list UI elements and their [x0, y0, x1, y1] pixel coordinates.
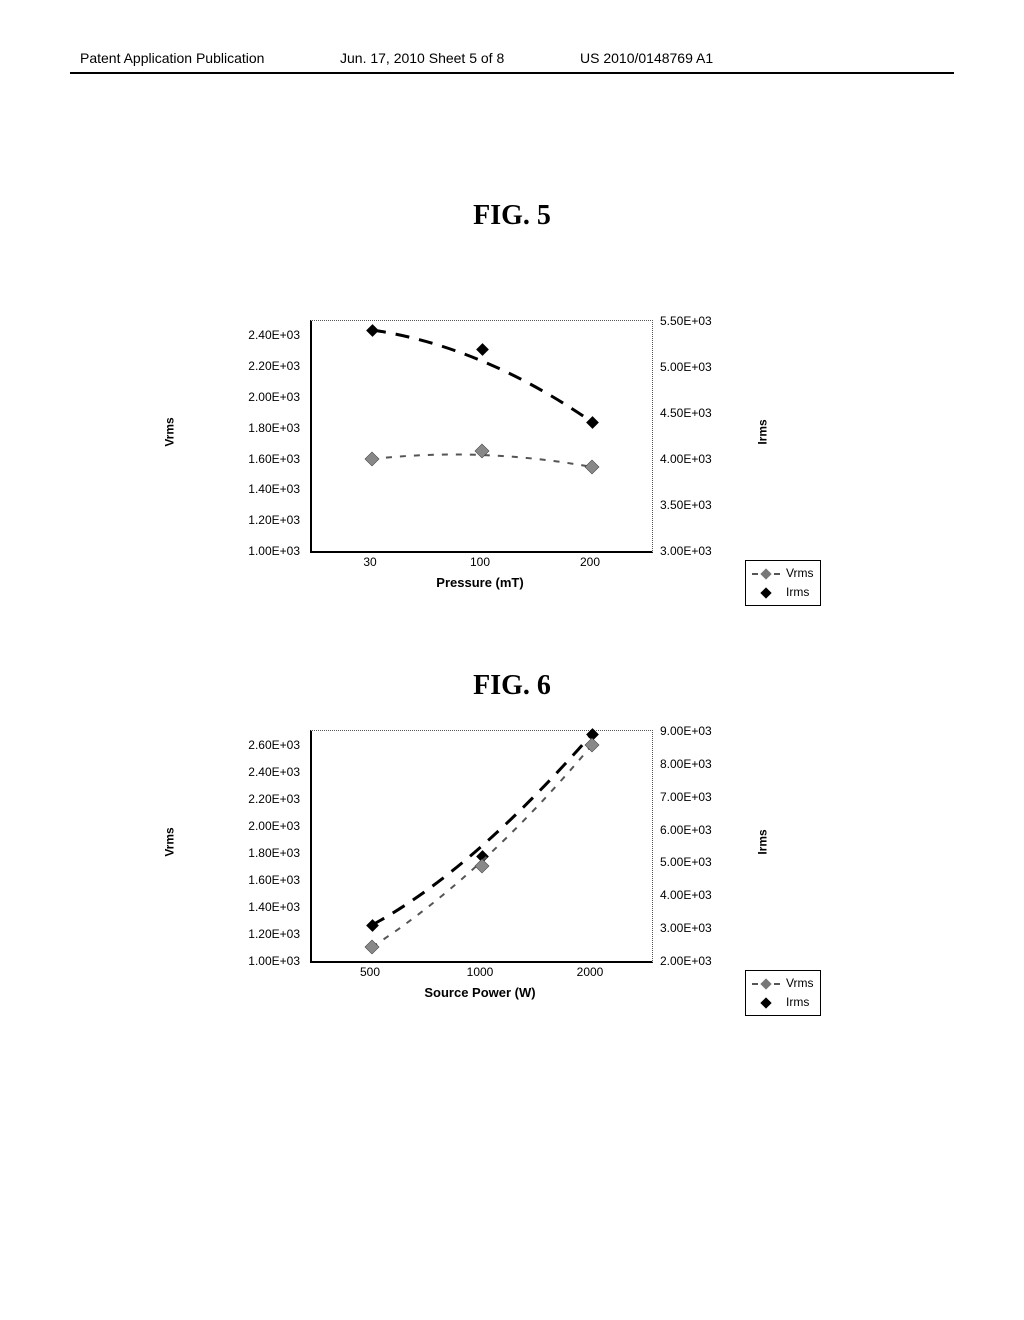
fig5-ltick: 2.20E+03 — [190, 359, 300, 373]
fig6-rtick: 9.00E+03 — [660, 724, 760, 738]
fig6-ltick: 1.60E+03 — [190, 873, 300, 887]
fig5-svg — [312, 321, 652, 551]
fig5-rtick: 5.50E+03 — [660, 314, 760, 328]
fig6-rtick: 2.00E+03 — [660, 954, 760, 968]
fig6-ltick: 2.00E+03 — [190, 819, 300, 833]
fig6-ltick: 1.40E+03 — [190, 900, 300, 914]
legend-vrms-icon — [752, 569, 780, 579]
fig5-ltick: 1.40E+03 — [190, 482, 300, 496]
fig6-xlabel: Source Power (W) — [310, 985, 650, 1000]
fig6-rtick: 3.00E+03 — [660, 921, 760, 935]
legend-irms-label: Irms — [786, 993, 809, 1012]
fig6-ltick: 1.00E+03 — [190, 954, 300, 968]
fig5-xtick: 200 — [580, 555, 600, 569]
fig6-ltick: 1.80E+03 — [190, 846, 300, 860]
fig6-xtick: 500 — [360, 965, 380, 979]
header-rule — [70, 72, 954, 74]
fig6-ltick: 2.20E+03 — [190, 792, 300, 806]
fig5-rtick: 3.50E+03 — [660, 498, 760, 512]
fig6-chart: Vrms Irms 1.00E+03 1.20E+03 1.40E+03 1.6… — [190, 720, 850, 1020]
fig6-ltick: 2.60E+03 — [190, 738, 300, 752]
fig5-xtick: 100 — [470, 555, 490, 569]
fig5-legend: Vrms Irms — [745, 560, 821, 606]
fig6-svg — [312, 731, 652, 961]
fig6-title: FIG. 6 — [0, 670, 1024, 702]
legend-vrms-label: Vrms — [786, 974, 814, 993]
fig5-ltick: 2.40E+03 — [190, 328, 300, 342]
fig5-rtick: 4.50E+03 — [660, 406, 760, 420]
fig6-rtick: 6.00E+03 — [660, 823, 760, 837]
fig6-rtick: 4.00E+03 — [660, 888, 760, 902]
fig5-ltick: 1.60E+03 — [190, 452, 300, 466]
fig5-rtick: 3.00E+03 — [660, 544, 760, 558]
fig6-xtick: 2000 — [577, 965, 604, 979]
fig5-ylabel-right: Irms — [756, 419, 770, 444]
fig5-title: FIG. 5 — [0, 200, 1024, 232]
fig6-ltick: 2.40E+03 — [190, 765, 300, 779]
fig6-plot-area — [310, 730, 653, 963]
fig5-ltick: 1.00E+03 — [190, 544, 300, 558]
fig5-plot-area — [310, 320, 653, 553]
legend-vrms-icon — [752, 979, 780, 989]
fig5-ltick: 2.00E+03 — [190, 390, 300, 404]
fig5-ltick: 1.80E+03 — [190, 421, 300, 435]
fig6-rtick: 8.00E+03 — [660, 757, 760, 771]
legend-irms-icon — [752, 588, 780, 598]
header-left: Patent Application Publication — [80, 50, 264, 66]
header-mid: Jun. 17, 2010 Sheet 5 of 8 — [340, 50, 504, 66]
legend-irms-icon — [752, 998, 780, 1008]
fig5-rtick: 5.00E+03 — [660, 360, 760, 374]
legend-irms-label: Irms — [786, 583, 809, 602]
fig5-rtick: 4.00E+03 — [660, 452, 760, 466]
fig6-rtick: 5.00E+03 — [660, 855, 760, 869]
legend-vrms-label: Vrms — [786, 564, 814, 583]
fig6-xtick: 1000 — [467, 965, 494, 979]
header-right: US 2010/0148769 A1 — [580, 50, 713, 66]
fig6-ltick: 1.20E+03 — [190, 927, 300, 941]
fig6-rtick: 7.00E+03 — [660, 790, 760, 804]
fig5-ylabel-left: Vrms — [163, 417, 177, 446]
fig5-xtick: 30 — [363, 555, 376, 569]
fig6-ylabel-left: Vrms — [163, 827, 177, 856]
fig6-legend: Vrms Irms — [745, 970, 821, 1016]
fig5-chart: Vrms Irms 1.00E+03 1.20E+03 1.40E+03 1.6… — [190, 310, 850, 610]
fig5-xlabel: Pressure (mT) — [310, 575, 650, 590]
fig5-ltick: 1.20E+03 — [190, 513, 300, 527]
